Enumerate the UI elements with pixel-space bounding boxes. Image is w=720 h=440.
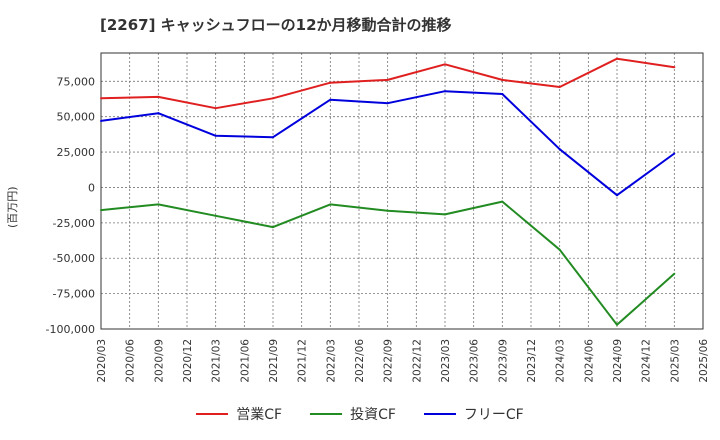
x-tick-label: 2021/12	[297, 339, 309, 383]
chart-title: [2267] キャッシュフローの12か月移動合計の推移	[100, 16, 452, 34]
x-tick-label: 2024/06	[583, 339, 595, 383]
data-point	[157, 203, 160, 206]
y-tick-label: 0	[88, 181, 95, 194]
data-point	[157, 95, 160, 98]
data-point	[214, 107, 217, 110]
data-point	[386, 209, 389, 212]
data-point	[214, 214, 217, 217]
y-tick-label: -100,000	[46, 323, 95, 336]
y-tick-label: -25,000	[53, 217, 95, 230]
data-point	[616, 57, 618, 60]
data-point	[272, 226, 274, 229]
data-point	[214, 134, 217, 137]
data-point	[673, 272, 676, 275]
data-point	[558, 248, 561, 251]
x-tick-label: 2020/06	[125, 339, 137, 383]
data-point	[673, 152, 676, 155]
x-tick-label: 2023/12	[526, 339, 538, 383]
x-tick-label: 2021/03	[211, 339, 223, 383]
data-point	[558, 85, 561, 88]
data-point	[386, 78, 389, 81]
legend: 営業CF 投資CF フリーCF	[0, 404, 720, 424]
data-point	[444, 213, 446, 216]
legend-label: 投資CF	[350, 407, 396, 423]
x-tick-label: 2023/06	[469, 339, 481, 383]
y-tick-label: -75,000	[53, 288, 95, 301]
x-tick-label: 2020/12	[182, 339, 194, 383]
legend-swatch	[310, 413, 343, 415]
data-point	[558, 148, 561, 151]
x-tick-label: 2021/06	[239, 339, 251, 383]
line-chart: 75,000 50,000 25,000 0 -25,000 -50,000 -75,000…	[46, 52, 710, 383]
x-tick-label: 2025/06	[698, 339, 710, 383]
data-point	[100, 119, 102, 122]
data-point	[386, 102, 389, 105]
y-tick-label: 50,000	[57, 111, 96, 124]
legend-item: フリーCF	[423, 404, 524, 424]
data-point	[501, 200, 504, 203]
data-point	[616, 194, 618, 197]
legend-label: フリーCF	[463, 407, 524, 423]
data-point	[616, 323, 618, 326]
legend-item: 投資CF	[310, 404, 396, 424]
data-point	[329, 81, 332, 84]
data-point	[100, 97, 102, 100]
x-tick-label: 2024/12	[641, 339, 653, 383]
x-tick-label: 2023/09	[497, 339, 509, 383]
legend-item: 営業CF	[196, 404, 282, 424]
legend-label: 営業CF	[236, 407, 283, 423]
data-point	[157, 112, 160, 115]
x-tick-label: 2024/03	[555, 339, 567, 383]
x-tick-label: 2025/03	[669, 339, 681, 383]
data-point	[329, 98, 332, 101]
data-point	[673, 66, 676, 69]
data-point	[329, 203, 332, 206]
plot-area	[101, 53, 703, 329]
legend-swatch	[423, 413, 456, 415]
data-point	[444, 90, 446, 93]
x-tick-label: 2024/09	[612, 339, 624, 383]
x-tick-label: 2022/03	[325, 339, 337, 383]
data-point	[100, 209, 102, 212]
data-point	[272, 97, 274, 100]
data-point	[501, 93, 504, 96]
data-point	[501, 78, 504, 81]
y-tick-label: 25,000	[57, 146, 96, 159]
legend-swatch	[196, 413, 229, 415]
data-point	[272, 136, 274, 139]
x-tick-label: 2020/09	[153, 339, 165, 383]
plot-frame	[100, 52, 704, 330]
y-tick-label: -50,000	[53, 252, 95, 265]
y-tick-label: 75,000	[57, 75, 96, 88]
x-tick-label: 2022/12	[411, 339, 423, 383]
x-tick-label: 2023/03	[440, 339, 452, 383]
x-tick-label: 2021/09	[268, 339, 280, 383]
x-tick-label: 2022/09	[383, 339, 395, 383]
data-point	[444, 63, 446, 66]
x-tick-label: 2022/06	[354, 339, 366, 383]
x-tick-label: 2020/03	[96, 339, 108, 383]
